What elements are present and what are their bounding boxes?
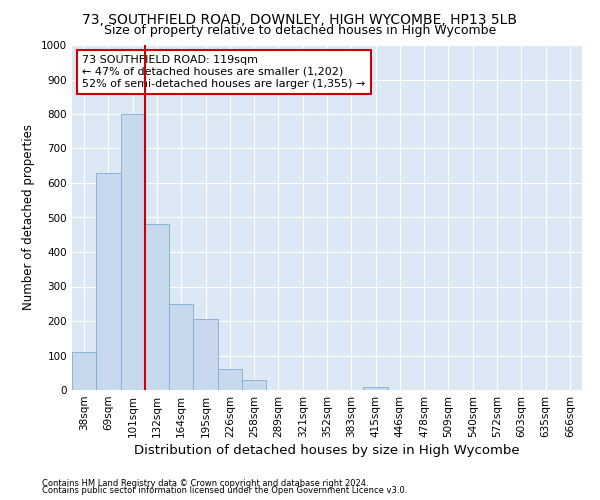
Y-axis label: Number of detached properties: Number of detached properties: [22, 124, 35, 310]
Bar: [72, 352, 96, 390]
Bar: [218, 370, 242, 390]
X-axis label: Distribution of detached houses by size in High Wycombe: Distribution of detached houses by size …: [134, 444, 520, 457]
Bar: [96, 172, 121, 390]
Bar: [242, 380, 266, 390]
Text: Contains HM Land Registry data © Crown copyright and database right 2024.: Contains HM Land Registry data © Crown c…: [42, 478, 368, 488]
Bar: [193, 320, 218, 390]
Text: Contains public sector information licensed under the Open Government Licence v3: Contains public sector information licen…: [42, 486, 407, 495]
Bar: [364, 386, 388, 390]
Bar: [145, 224, 169, 390]
Text: 73, SOUTHFIELD ROAD, DOWNLEY, HIGH WYCOMBE, HP13 5LB: 73, SOUTHFIELD ROAD, DOWNLEY, HIGH WYCOM…: [83, 12, 517, 26]
Text: Size of property relative to detached houses in High Wycombe: Size of property relative to detached ho…: [104, 24, 496, 37]
Bar: [169, 304, 193, 390]
Bar: [121, 114, 145, 390]
Text: 73 SOUTHFIELD ROAD: 119sqm
← 47% of detached houses are smaller (1,202)
52% of s: 73 SOUTHFIELD ROAD: 119sqm ← 47% of deta…: [82, 56, 365, 88]
